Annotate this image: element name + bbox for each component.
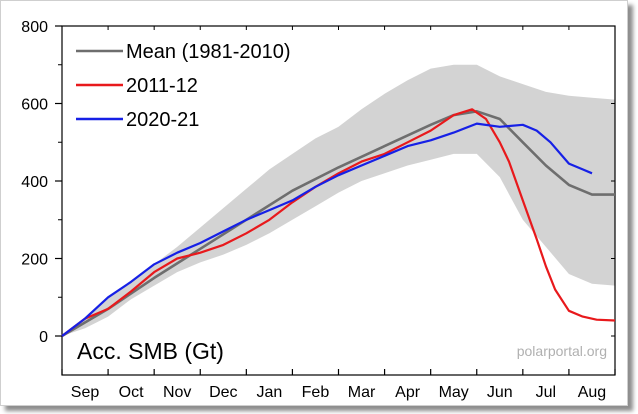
y-tick-label: 200	[21, 252, 48, 269]
legend-label-mean: Mean (1981-2010)	[126, 41, 291, 63]
y-axis-label: Acc. SMB (Gt)	[77, 338, 224, 364]
x-tick-label: May	[439, 384, 469, 401]
legend-label-s2011: 2011-12	[126, 75, 198, 97]
x-tick-label: Mar	[348, 384, 376, 401]
x-tick-label: Apr	[395, 384, 421, 401]
series-lines	[61, 108, 616, 338]
x-tick-label: Sep	[71, 384, 100, 401]
smb-chart: 0 200 400 600 800 Sep Oct Nov Dec Jan Feb Mar Apr Ma…	[21, 19, 616, 401]
y-ticks: 0 200 400 600 800	[21, 19, 615, 346]
x-tick-label: Jan	[256, 384, 282, 401]
legend: Mean (1981-2010) 2011-12 2020-21	[76, 41, 291, 131]
x-ticks: Sep Oct Nov Dec Jan Feb Mar Apr May Jun Jul Aug	[61, 26, 616, 401]
x-tick-label: Nov	[163, 384, 191, 401]
x-tick-label: Feb	[302, 384, 330, 401]
series-line-mean	[61, 110, 615, 338]
chart-frame: 0 200 400 600 800 Sep Oct Nov Dec Jan Feb Mar Apr Ma…	[0, 0, 628, 406]
series-line-s2011	[61, 108, 616, 337]
y-tick-label: 400	[21, 174, 48, 191]
y-tick-label: 0	[39, 329, 48, 346]
x-tick-label: Jun	[487, 384, 513, 401]
y-tick-label: 600	[21, 97, 48, 114]
legend-label-s2021: 2020-21	[126, 109, 199, 131]
series-line-s2021	[61, 122, 593, 337]
credit-label: polarportal.org	[517, 343, 607, 359]
range-band	[62, 64, 615, 337]
x-tick-label: Oct	[119, 384, 144, 401]
x-tick-label: Aug	[578, 384, 606, 401]
range-band-layer	[62, 64, 615, 337]
x-tick-label: Jul	[536, 384, 556, 401]
x-tick-label: Dec	[209, 384, 237, 401]
y-tick-label: 800	[21, 19, 48, 36]
